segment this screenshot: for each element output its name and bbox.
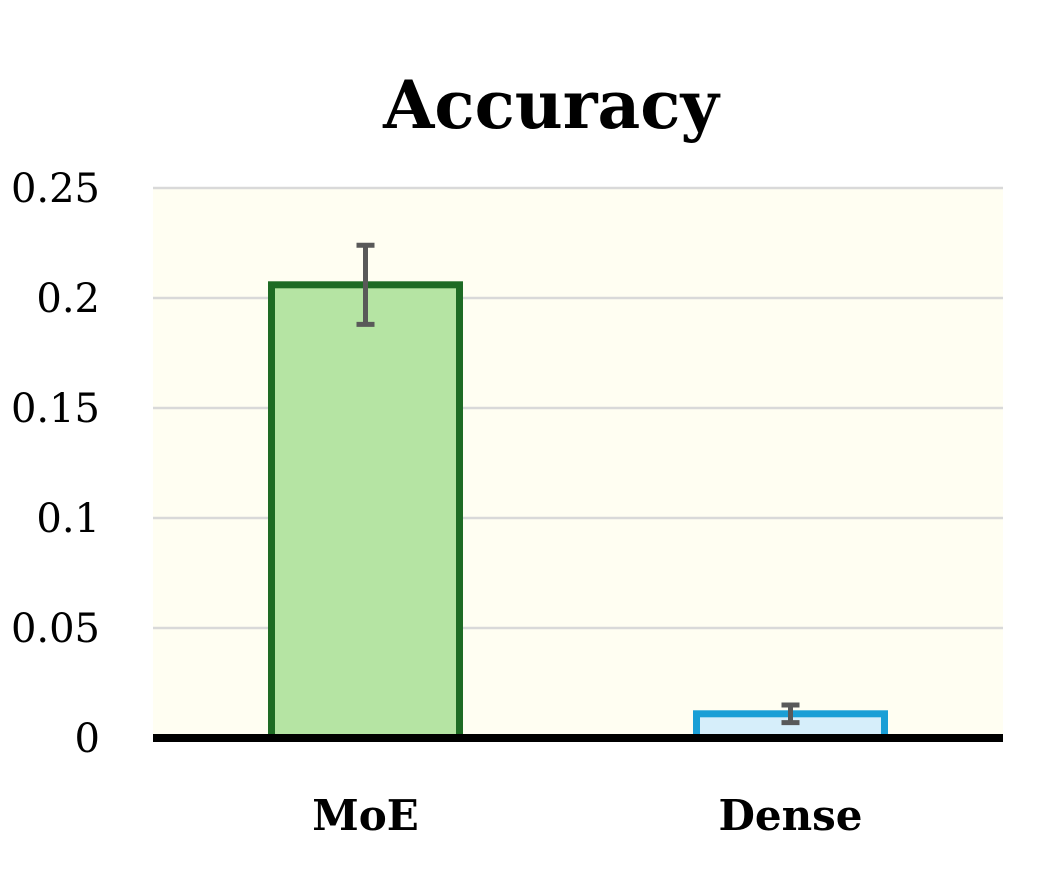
y-tick-label: 0.25 bbox=[11, 166, 100, 212]
y-tick-label: 0 bbox=[75, 716, 100, 762]
x-tick-label-dense: Dense bbox=[718, 791, 862, 840]
error-bars bbox=[356, 242, 800, 726]
error-bar-dense bbox=[781, 702, 800, 726]
y-tick-label: 0.2 bbox=[36, 276, 100, 322]
x-tick-label-moe: MoE bbox=[312, 791, 419, 840]
y-tick-label: 0.1 bbox=[36, 496, 100, 542]
y-tick-label: 0.05 bbox=[11, 606, 100, 652]
y-axis-tick-labels: 0 0.05 0.1 0.15 0.2 0.25 bbox=[11, 166, 100, 762]
error-bar-moe bbox=[356, 242, 375, 327]
y-tick-label: 0.15 bbox=[11, 386, 100, 432]
x-axis-tick-labels: MoE Dense bbox=[312, 791, 862, 840]
chart-title: Accuracy bbox=[382, 66, 720, 144]
bar-moe bbox=[268, 281, 463, 742]
